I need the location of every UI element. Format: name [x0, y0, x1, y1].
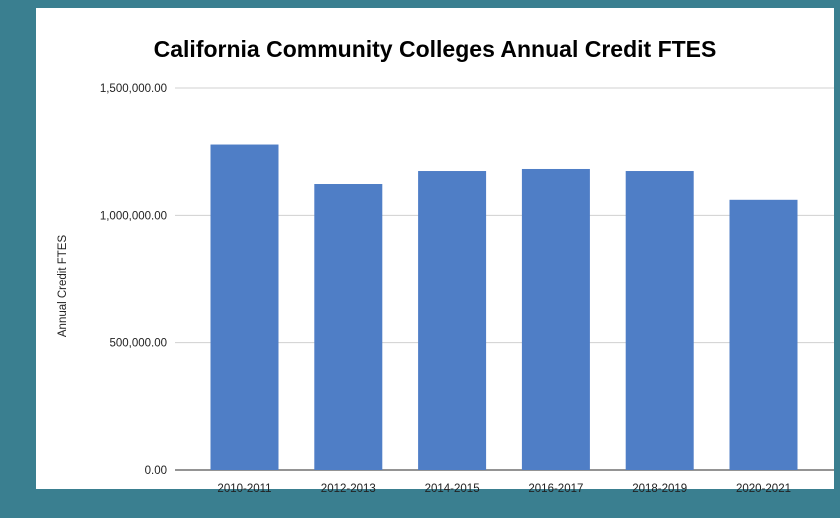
x-tick-label: 2010-2011	[217, 483, 271, 495]
x-tick-label: 2020-2021	[736, 483, 791, 495]
bar	[418, 171, 487, 470]
bar	[210, 144, 279, 470]
bar	[625, 171, 694, 470]
y-tick-label: 1,000,000.00	[100, 210, 167, 222]
x-tick-label: 2014-2015	[425, 483, 480, 495]
gridlines	[175, 87, 834, 471]
bar	[314, 184, 383, 470]
bar	[729, 199, 798, 471]
y-tick-label: 0.00	[145, 465, 167, 477]
bars	[210, 144, 798, 471]
x-tick-label: 2018-2019	[632, 483, 687, 495]
y-axis-title: Annual Credit FTES	[57, 235, 69, 338]
x-axis-ticks: 2010-2011 2012-2013 2014-2015 2016-2017 2018…	[217, 483, 791, 495]
y-tick-label: 1,500,000.00	[100, 83, 167, 95]
chart-title: California Community Colleges Annual Cre…	[153, 36, 717, 62]
y-tick-label: 500,000.00	[109, 338, 167, 350]
x-tick-label: 2016-2017	[528, 483, 583, 495]
bar	[521, 168, 590, 470]
x-tick-label: 2012-2013	[321, 483, 376, 495]
y-axis-ticks: 0.00 500,000.00 1,000,000.00 1,500,000.00	[100, 83, 167, 477]
